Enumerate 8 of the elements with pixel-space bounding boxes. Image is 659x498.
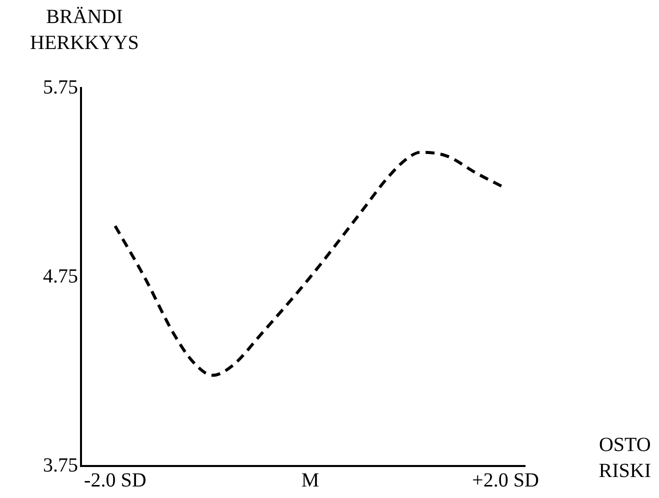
x-tick-label: -2.0 SD (84, 469, 146, 492)
y-tick-label: 3.75 (43, 454, 78, 476)
x-axis-title: OSTO RISKI (598, 433, 652, 484)
y-tick-label: 5.75 (43, 76, 78, 98)
x-tick-label: +2.0 SD (472, 469, 539, 492)
y-axis-title: BRÄNDI HERKKYYS (30, 5, 139, 56)
y-tick-label: 4.75 (43, 265, 78, 288)
x-tick-label: M (301, 469, 320, 492)
